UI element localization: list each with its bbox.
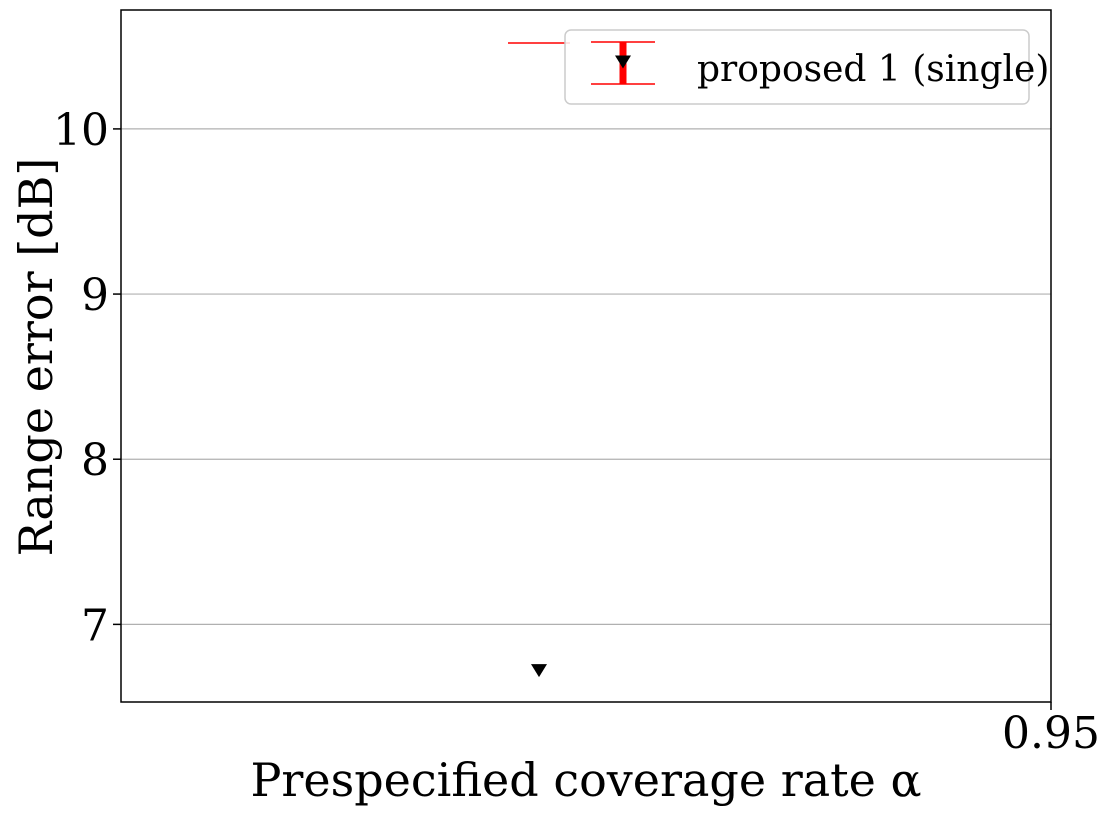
data-marks (508, 42, 570, 678)
data-point-marker (531, 664, 547, 678)
y-tick-label: 10 (53, 105, 109, 156)
legend-entry-label: proposed 1 (single) (697, 49, 1049, 90)
legend-marker (615, 55, 631, 69)
x-tick-label: 0.95 (1002, 708, 1100, 759)
grid-lines (121, 128, 1051, 625)
y-tick-label: 8 (81, 435, 109, 486)
x-axis-label: Prespecified coverage rate α (250, 753, 921, 807)
legend-box (564, 29, 1030, 105)
legend-errorbar-marker-icon (591, 41, 655, 85)
axis-ticks: 7 8 9 10 0.95 (53, 105, 1100, 759)
legend: proposed 1 (single) (564, 29, 1049, 105)
plot-frame (120, 9, 1052, 703)
y-tick-label: 9 (81, 270, 109, 321)
y-axis-label: Range error [dB] (9, 158, 63, 557)
y-tick-label: 7 (81, 600, 109, 651)
